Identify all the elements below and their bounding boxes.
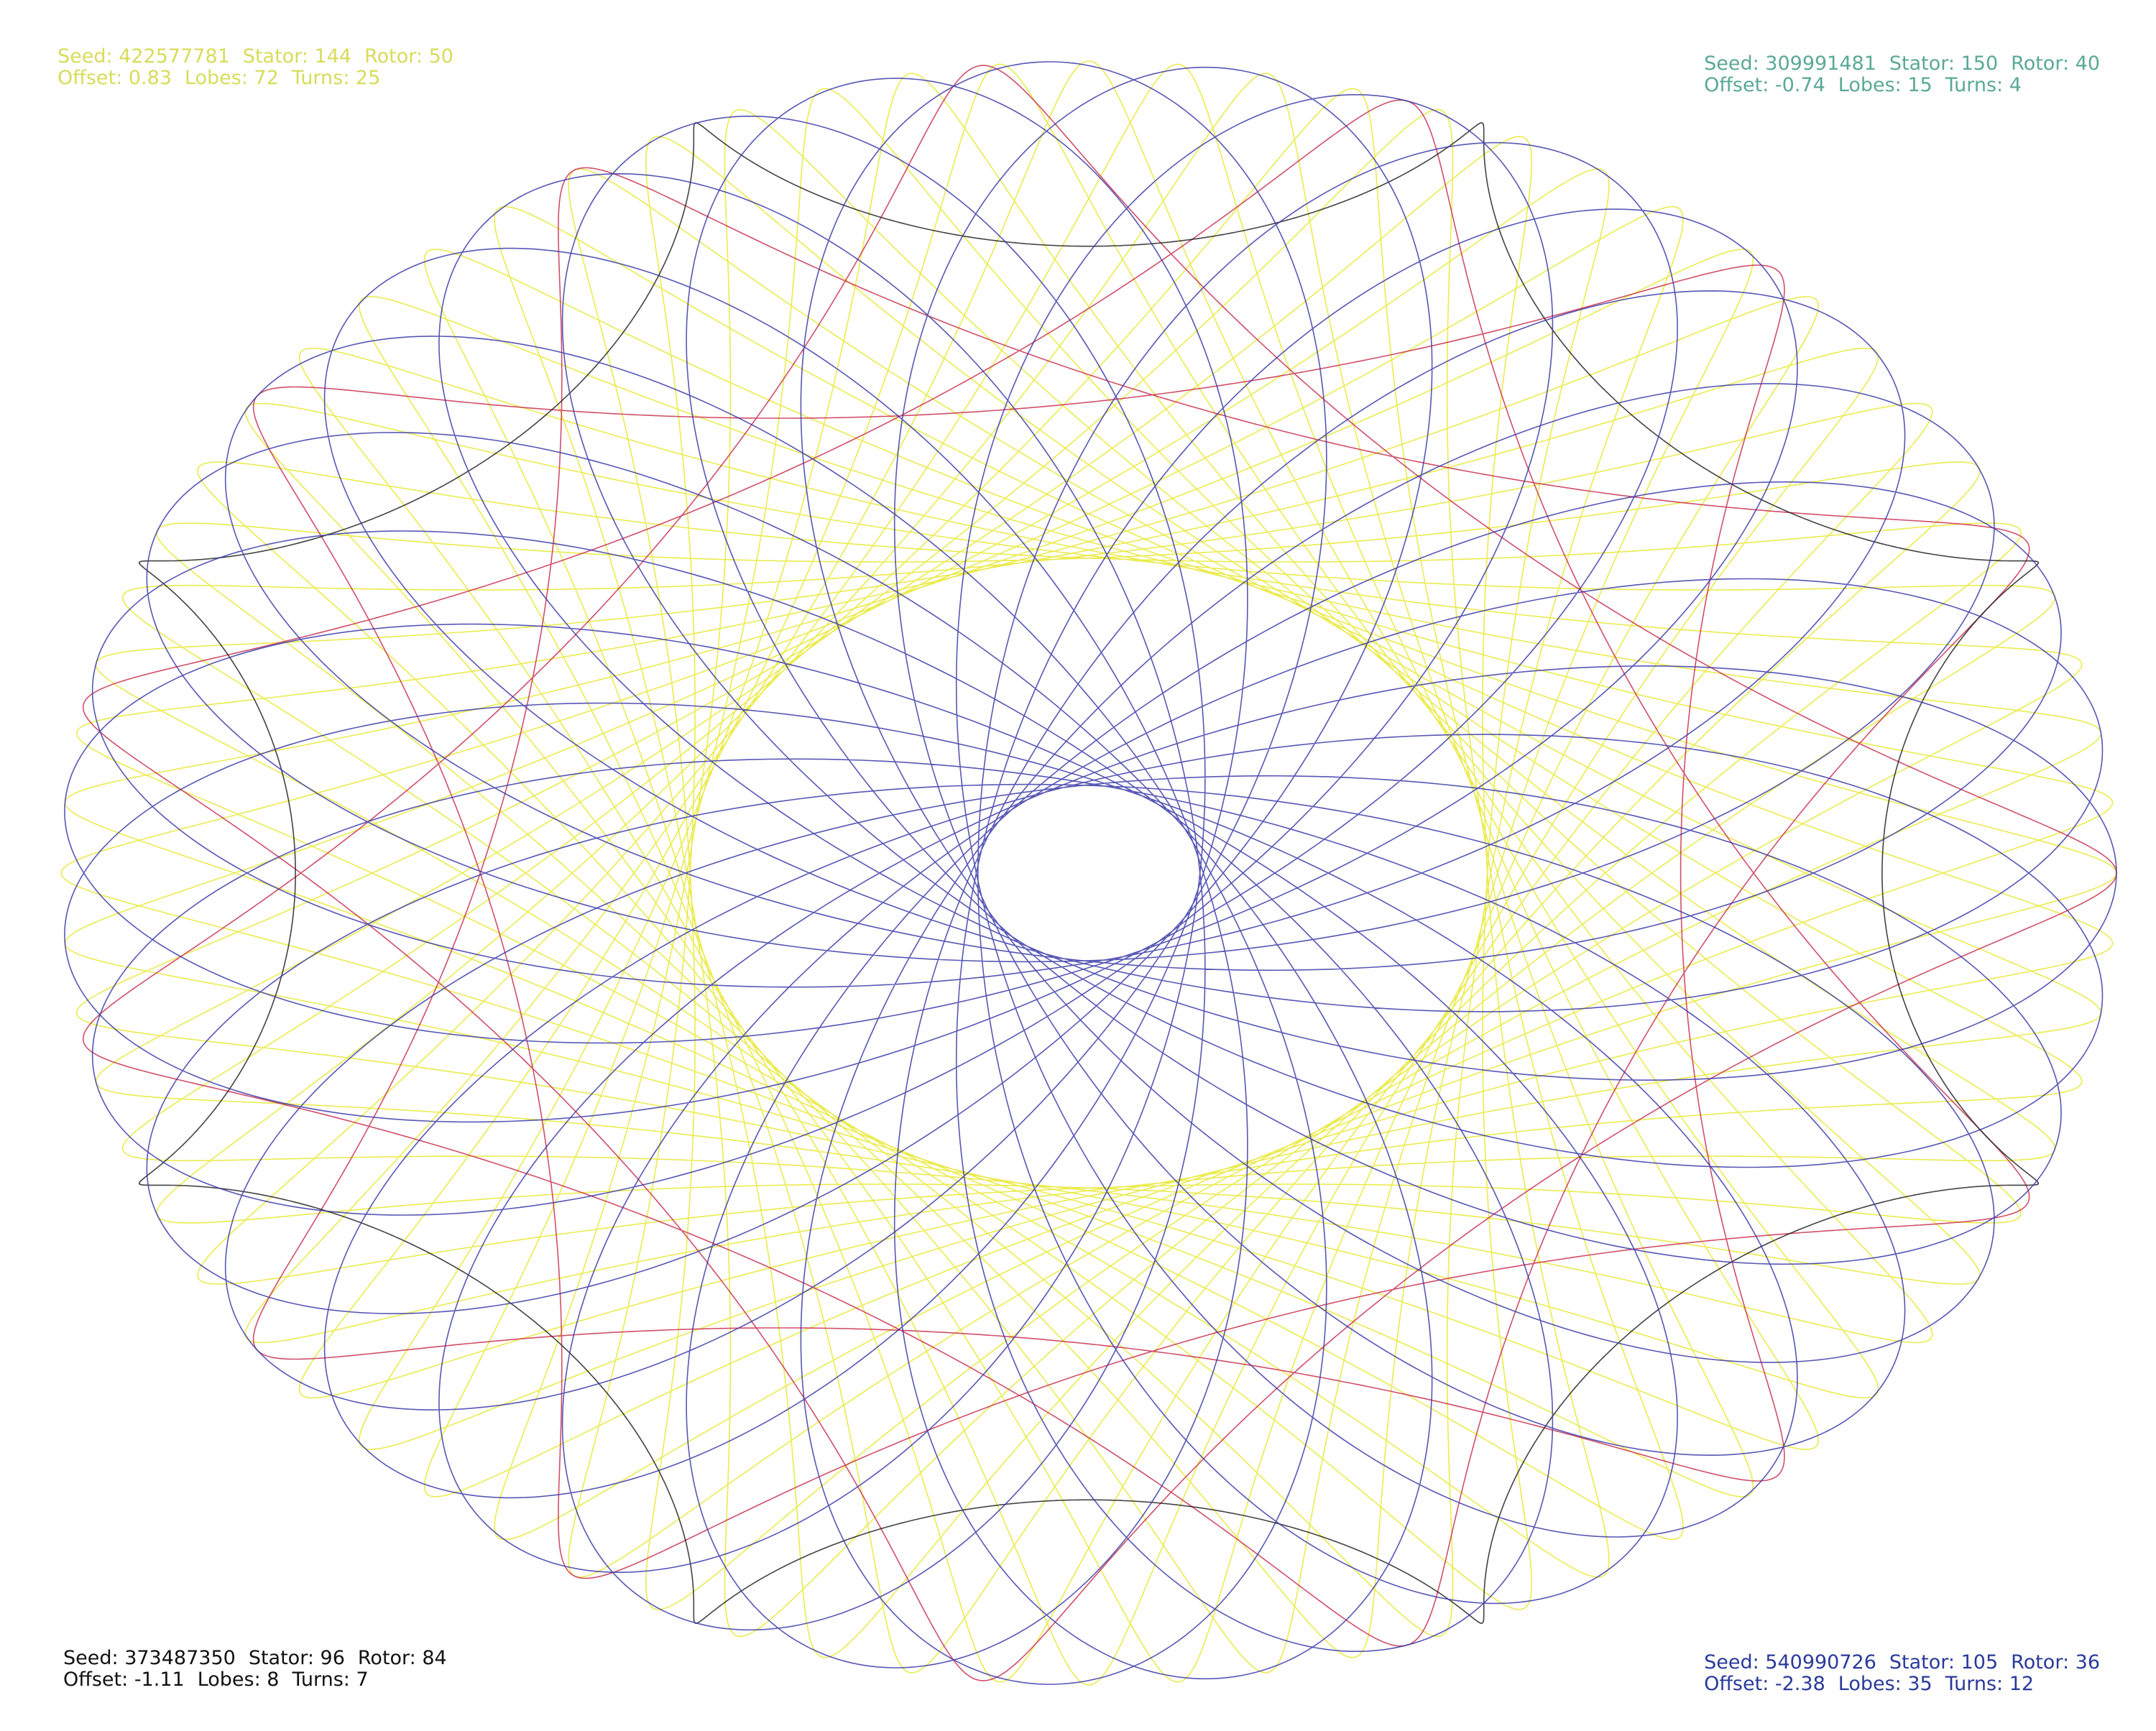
param-value: -1.11 bbox=[134, 1668, 185, 1691]
param-label: Seed: bbox=[57, 45, 113, 68]
param: Offset: 0.83 bbox=[57, 67, 172, 89]
param: Offset: -2.38 bbox=[1704, 1673, 1825, 1695]
param-value: 15 bbox=[1907, 74, 1932, 96]
param-value: 25 bbox=[355, 67, 381, 89]
param-value: 12 bbox=[2009, 1673, 2035, 1695]
param: Rotor: 40 bbox=[2011, 52, 2100, 75]
param-label: Offset: bbox=[57, 67, 123, 89]
param-label: Rotor: bbox=[357, 1647, 416, 1669]
param: Rotor: 50 bbox=[364, 45, 453, 68]
param-label: Lobes: bbox=[184, 67, 248, 89]
param-label: Turns: bbox=[292, 1668, 350, 1691]
param-label: Rotor: bbox=[2011, 1651, 2070, 1674]
param: Turns: 4 bbox=[1945, 74, 2022, 96]
param-label: Turns: bbox=[291, 67, 350, 89]
spiro-curve bbox=[60, 60, 2117, 1686]
param-value: 35 bbox=[1907, 1673, 1932, 1695]
param: Stator: 105 bbox=[1889, 1651, 1998, 1674]
info-line: Offset: -1.11 Lobes: 8 Turns: 7 bbox=[63, 1669, 460, 1691]
param-label: Lobes: bbox=[197, 1668, 261, 1691]
param: Turns: 25 bbox=[292, 67, 380, 89]
param: Seed: 309991481 bbox=[1704, 52, 1876, 75]
param-value: 7 bbox=[356, 1668, 369, 1691]
param-value: 422577781 bbox=[119, 45, 230, 68]
param: Stator: 96 bbox=[249, 1647, 345, 1669]
info-line: Offset: 0.83 Lobes: 72 Turns: 25 bbox=[57, 68, 466, 89]
param-value: 72 bbox=[254, 67, 279, 89]
param-value: 8 bbox=[267, 1668, 280, 1691]
info-line: Offset: -0.74 Lobes: 15 Turns: 4 bbox=[1704, 75, 2113, 96]
param: Turns: 7 bbox=[292, 1668, 368, 1691]
param-value: 150 bbox=[1961, 52, 1999, 75]
param-label: Seed: bbox=[1704, 52, 1759, 75]
param-label: Rotor: bbox=[2011, 52, 2070, 75]
plot-info: Seed: 422577781 Stator: 144 Rotor: 50 Offse… bbox=[57, 46, 466, 89]
param-value: 309991481 bbox=[1765, 52, 1876, 75]
param-label: Stator: bbox=[1889, 1651, 1955, 1674]
param: Lobes: 35 bbox=[1838, 1673, 1932, 1695]
param: Lobes: 72 bbox=[185, 67, 279, 89]
param: Stator: 150 bbox=[1889, 52, 1998, 75]
param-value: 84 bbox=[422, 1647, 447, 1669]
info-line: Seed: 373487350 Stator: 96 Rotor: 84 bbox=[63, 1648, 460, 1669]
param-value: 373487350 bbox=[124, 1647, 236, 1669]
spiro-curve bbox=[138, 122, 2040, 1624]
plot-info: Seed: 373487350 Stator: 96 Rotor: 84 Offset… bbox=[63, 1648, 460, 1691]
param-label: Rotor: bbox=[364, 45, 423, 68]
param-label: Stator: bbox=[242, 45, 308, 68]
param-value: 36 bbox=[2075, 1651, 2100, 1674]
param-label: Stator: bbox=[248, 1647, 314, 1669]
param: Rotor: 36 bbox=[2011, 1651, 2100, 1674]
info-line: Seed: 309991481 Stator: 150 Rotor: 40 bbox=[1704, 53, 2113, 75]
param: Offset: -1.11 bbox=[63, 1668, 185, 1691]
param-label: Seed: bbox=[1704, 1651, 1759, 1674]
param-value: 4 bbox=[2009, 74, 2022, 96]
param: Stator: 144 bbox=[243, 45, 351, 68]
param-value: 50 bbox=[428, 45, 453, 68]
param-value: -2.38 bbox=[1774, 1673, 1825, 1695]
param-value: 540990726 bbox=[1765, 1651, 1876, 1674]
param-value: 96 bbox=[320, 1647, 345, 1669]
param-value: -0.74 bbox=[1774, 74, 1825, 96]
plot-info: Seed: 540990726 Stator: 105 Rotor: 36 Offse… bbox=[1704, 1652, 2113, 1695]
param-value: 105 bbox=[1961, 1651, 1999, 1674]
param: Rotor: 84 bbox=[358, 1647, 447, 1669]
param-label: Offset: bbox=[63, 1668, 129, 1691]
param-label: Lobes: bbox=[1838, 1673, 1902, 1695]
param-label: Lobes: bbox=[1838, 74, 1902, 96]
param-label: Turns: bbox=[1945, 1673, 2004, 1695]
param-label: Offset: bbox=[1704, 74, 1769, 96]
param-label: Offset: bbox=[1704, 1673, 1769, 1695]
param-label: Stator: bbox=[1889, 52, 1955, 75]
spiro-curve bbox=[64, 61, 2117, 1685]
param: Seed: 422577781 bbox=[57, 45, 230, 68]
param-value: 0.83 bbox=[128, 67, 172, 89]
plot-info: Seed: 309991481 Stator: 150 Rotor: 40 Offse… bbox=[1704, 53, 2113, 96]
param-label: Seed: bbox=[63, 1647, 119, 1669]
info-line: Offset: -2.38 Lobes: 35 Turns: 12 bbox=[1704, 1674, 2113, 1695]
param-value: 144 bbox=[314, 45, 352, 68]
param-value: 40 bbox=[2075, 52, 2100, 75]
param-label: Turns: bbox=[1945, 74, 2004, 96]
info-line: Seed: 422577781 Stator: 144 Rotor: 50 bbox=[57, 46, 466, 68]
param: Offset: -0.74 bbox=[1704, 74, 1825, 96]
param: Seed: 540990726 bbox=[1704, 1651, 1876, 1674]
param: Turns: 12 bbox=[1945, 1673, 2034, 1695]
info-line: Seed: 540990726 Stator: 105 Rotor: 36 bbox=[1704, 1652, 2113, 1674]
param: Lobes: 8 bbox=[198, 1668, 280, 1691]
param: Lobes: 15 bbox=[1838, 74, 1932, 96]
param: Seed: 373487350 bbox=[63, 1647, 236, 1669]
